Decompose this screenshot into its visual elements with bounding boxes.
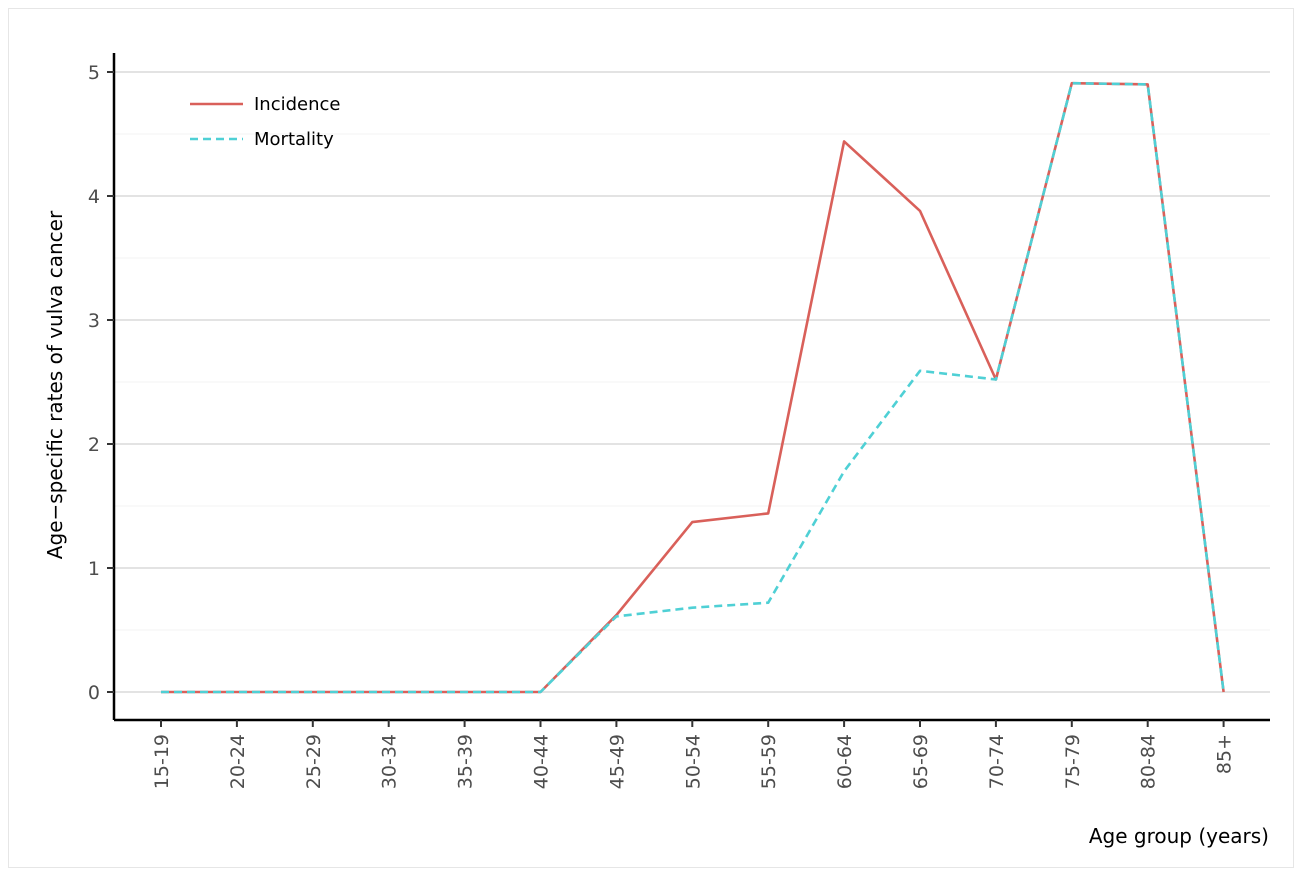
x-axis-title: Age group (years) bbox=[1089, 824, 1269, 848]
grid-lines bbox=[114, 71, 1270, 693]
chart-title-fragment-left: ( bbox=[442, 0, 450, 1]
x-tick-label: 65-69 bbox=[910, 734, 932, 789]
legend-label-mortality: Mortality bbox=[254, 129, 334, 150]
x-tick-label: 25-29 bbox=[303, 734, 325, 789]
chart-frame bbox=[8, 8, 1294, 868]
y-tick-label: 1 bbox=[88, 558, 100, 580]
x-tick-label: 75-79 bbox=[1062, 734, 1084, 789]
x-tick-label: 20-24 bbox=[227, 734, 249, 789]
x-tick-label: 60-64 bbox=[834, 734, 856, 789]
x-tick-label: 35-39 bbox=[455, 734, 477, 789]
y-tick-label: 3 bbox=[88, 310, 100, 332]
y-axis-ticks: 0 1 2 3 4 5 bbox=[88, 62, 114, 704]
chart-title-fragment-right: ) bbox=[773, 0, 781, 1]
legend-label-incidence: Incidence bbox=[254, 94, 341, 115]
x-tick-label: 80-84 bbox=[1138, 734, 1160, 789]
series-lines bbox=[160, 81, 1225, 694]
x-tick-label: 50-54 bbox=[682, 734, 704, 789]
y-tick-label: 4 bbox=[88, 186, 100, 208]
series-line-mortality bbox=[161, 81, 1225, 694]
x-tick-label: 55-59 bbox=[758, 734, 780, 789]
y-tick-label: 2 bbox=[88, 434, 100, 456]
x-tick-label: 70-74 bbox=[986, 734, 1008, 789]
series-line-incidence bbox=[161, 81, 1225, 694]
axes bbox=[112, 53, 1270, 722]
y-axis-title: Age−specific rates of vulva cancer bbox=[43, 210, 67, 559]
x-tick-label: 40-44 bbox=[531, 734, 553, 789]
y-tick-label: 5 bbox=[88, 62, 100, 84]
x-tick-label: 30-34 bbox=[379, 734, 401, 789]
y-tick-label: 0 bbox=[88, 682, 100, 704]
x-tick-label: 15-19 bbox=[151, 734, 173, 789]
x-tick-label: 85+ bbox=[1214, 734, 1236, 774]
x-axis-ticks: 15-19 20-24 25-29 30-34 35-39 40-44 45-49 50-54… bbox=[151, 720, 1236, 789]
legend: Incidence Mortality bbox=[190, 94, 341, 150]
x-tick-label: 45-49 bbox=[606, 734, 628, 789]
